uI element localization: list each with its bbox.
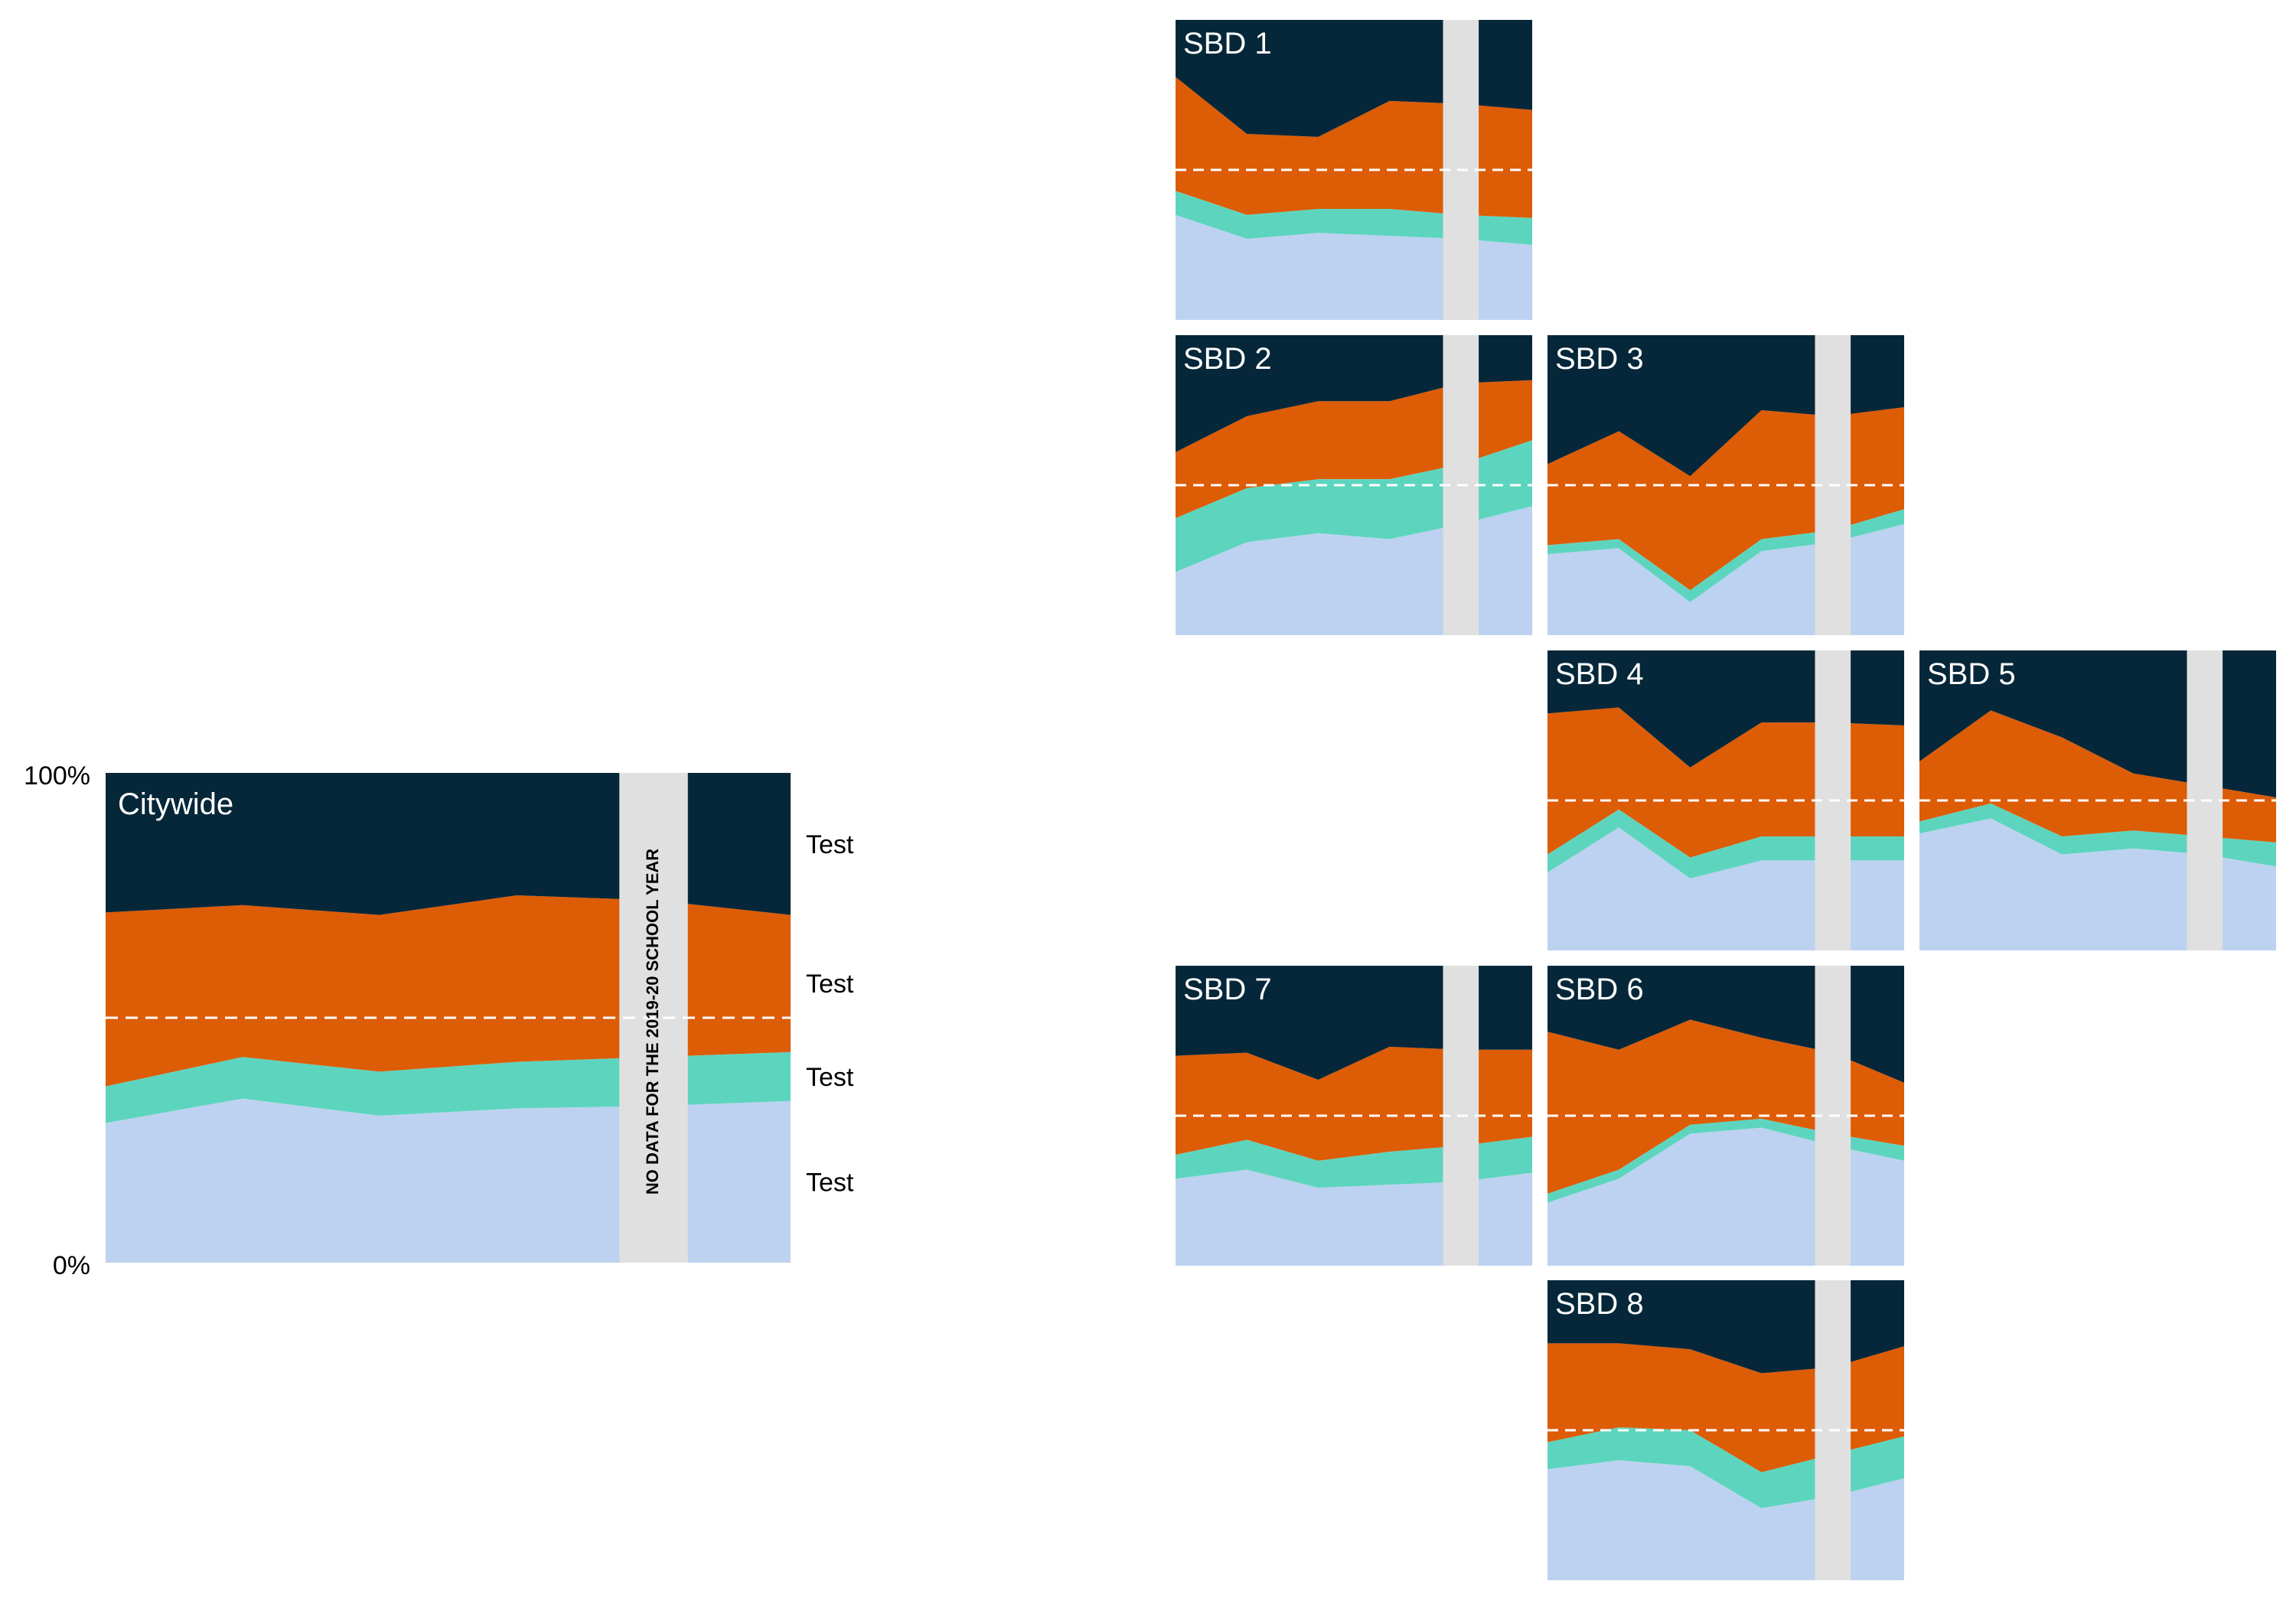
series-label-2: Test bbox=[806, 1063, 854, 1092]
panel-sbd-4: SBD 4 bbox=[1548, 650, 1904, 950]
series-label-3: Test bbox=[806, 970, 854, 999]
panel-sbd-5: SBD 5 bbox=[1919, 650, 2276, 950]
citywide-panel: Citywide NO DATA FOR THE 2019-20 SCHOOL Y… bbox=[24, 761, 854, 1280]
panel-title: SBD 3 bbox=[1555, 342, 1644, 376]
panel-sbd-1: SBD 1 bbox=[1176, 20, 1532, 320]
area-layer-2 bbox=[1548, 809, 1904, 878]
panel-sbd-3: SBD 3 bbox=[1548, 335, 1904, 635]
panel-title: SBD 5 bbox=[1927, 657, 2016, 691]
panel-title: SBD 6 bbox=[1555, 973, 1644, 1006]
panel-title: SBD 4 bbox=[1555, 657, 1644, 691]
panel-title: SBD 2 bbox=[1183, 342, 1272, 376]
no-data-label: NO DATA FOR THE 2019-20 SCHOOL YEAR bbox=[643, 849, 662, 1195]
series-label-4: Test bbox=[806, 830, 854, 859]
y-tick-label: 100% bbox=[24, 761, 90, 790]
panel-title: SBD 8 bbox=[1555, 1287, 1644, 1321]
panel-sbd-8: SBD 8 bbox=[1548, 1280, 1904, 1580]
y-tick-label: 0% bbox=[53, 1251, 90, 1280]
panel-sbd-2: SBD 2 bbox=[1176, 335, 1532, 635]
sbd-small-multiples: SBD 1 SBD 2 SBD 3 SBD 4 SBD 5 SBD 7 SBD 6 SBD 8 bbox=[1176, 20, 2276, 1580]
panel-title: Citywide bbox=[118, 787, 233, 821]
panel-sbd-7: SBD 7 bbox=[1176, 966, 1532, 1266]
panel-title: SBD 7 bbox=[1183, 973, 1272, 1006]
panel-title: SBD 1 bbox=[1183, 27, 1272, 60]
panel-sbd-6: SBD 6 bbox=[1548, 966, 1904, 1266]
panel-citywide: Citywide NO DATA FOR THE 2019-20 SCHOOL Y… bbox=[24, 761, 854, 1280]
series-label-1: Test bbox=[806, 1168, 854, 1197]
